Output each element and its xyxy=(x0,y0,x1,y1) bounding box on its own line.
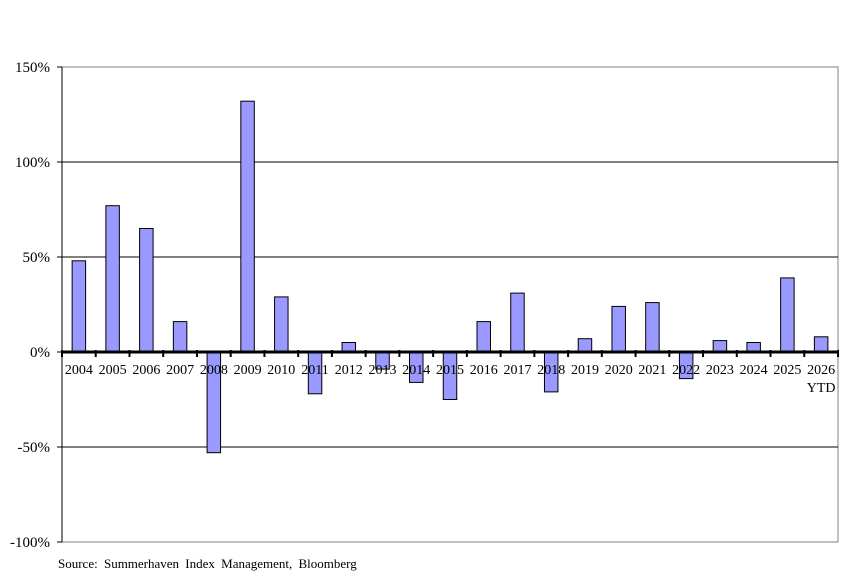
x-tick-label-2008: 2008 xyxy=(200,363,228,378)
x-tick-label-2015: 2015 xyxy=(436,363,464,378)
x-tick-label-2005: 2005 xyxy=(99,363,127,378)
plot-border xyxy=(61,66,839,543)
axes xyxy=(57,66,839,543)
x-tick-sublabel: YTD xyxy=(807,381,836,396)
x-tick-label-2010: 2010 xyxy=(267,363,295,378)
bar-2009 xyxy=(240,100,255,353)
x-tick-label-2009: 2009 xyxy=(234,363,262,378)
x-tick-labels: 2004 2005 2006 2007 2008 2009 2010 2011 2012 2013… xyxy=(65,363,836,396)
x-tick-label-2017: 2017 xyxy=(503,363,531,378)
x-tick-label-2004: 2004 xyxy=(65,363,93,378)
bar-2025 xyxy=(780,277,795,353)
bar-2007 xyxy=(172,321,188,353)
bar-2020 xyxy=(611,305,626,353)
x-tick-label-2022: 2022 xyxy=(672,363,700,378)
x-tick-label-2006: 2006 xyxy=(132,363,160,378)
gridlines xyxy=(61,66,839,543)
x-tick-label-2024: 2024 xyxy=(740,363,768,378)
y-tick-label: 0% xyxy=(30,345,50,361)
bar-2021 xyxy=(645,302,660,353)
bar-2023 xyxy=(712,340,728,353)
x-tick-label-2007: 2007 xyxy=(166,363,194,378)
x-tick-label-2016: 2016 xyxy=(470,363,498,378)
y-tick-label: 150% xyxy=(15,60,50,76)
bar-2026 xyxy=(813,336,829,353)
y-tick-label: 100% xyxy=(15,155,50,171)
bar-2010 xyxy=(274,296,289,353)
bar-2004 xyxy=(71,260,87,353)
bar-2006 xyxy=(139,228,154,353)
x-tick-label-2026: 2026 xyxy=(807,363,835,378)
bar-2017 xyxy=(510,292,525,353)
x-tick-label-2014: 2014 xyxy=(402,363,430,378)
bar-2016 xyxy=(476,321,491,353)
x-tick-label-2025: 2025 xyxy=(773,363,801,378)
x-tick-label-2013: 2013 xyxy=(369,363,397,378)
x-tick-label-2018: 2018 xyxy=(537,363,565,378)
source-note: Source: Summerhaven Index Management, Bl… xyxy=(58,556,357,571)
x-tick-label-2011: 2011 xyxy=(301,363,328,378)
bar-2019 xyxy=(577,338,593,353)
x-tick-label-2012: 2012 xyxy=(335,363,363,378)
y-tick-label: -100% xyxy=(10,535,50,551)
y-tick-labels: 150% 100% 50% 0% -50% -100% xyxy=(10,60,50,551)
x-tick-label-2020: 2020 xyxy=(605,363,633,378)
bar-2005 xyxy=(105,205,120,353)
x-tick-label-2019: 2019 xyxy=(571,363,599,378)
y-tick-label: -50% xyxy=(18,440,51,456)
bars xyxy=(71,100,829,454)
x-tick-label-2023: 2023 xyxy=(706,363,734,378)
x-tick-label-2021: 2021 xyxy=(638,363,666,378)
y-tick-label: 50% xyxy=(23,250,51,266)
